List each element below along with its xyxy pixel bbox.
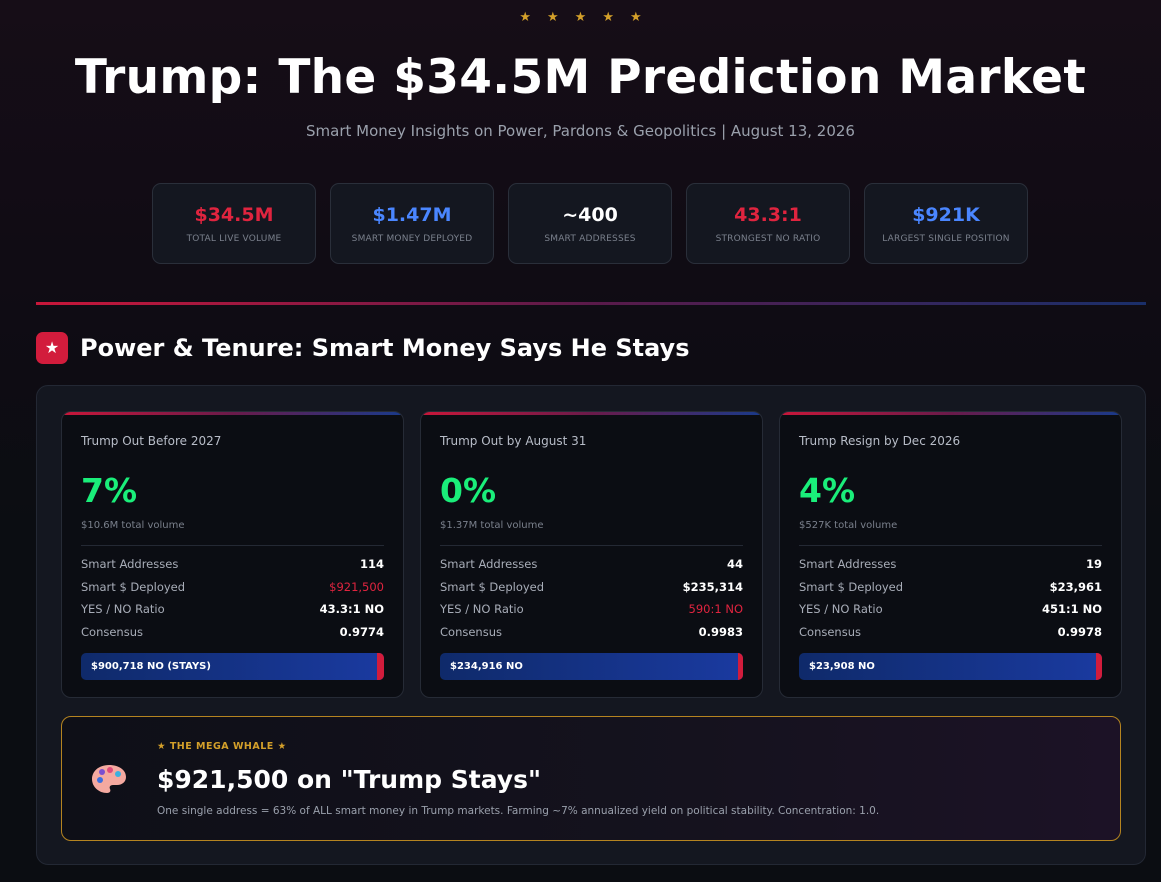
metric-value: $235,314 (682, 579, 743, 594)
metric-key: Smart Addresses (81, 557, 179, 571)
metric-value: $23,961 (1049, 579, 1102, 594)
metric-key: Smart Addresses (440, 557, 538, 571)
stat-card-largest-position: $921K Largest Single Position (864, 183, 1028, 264)
metric-row: Smart $ Deployed $23,961 (799, 580, 1102, 603)
position-bar: $900,718 NO (STAYS) (81, 653, 384, 680)
yes-fill (737, 653, 743, 680)
metric-row: Smart Addresses 44 (440, 557, 743, 580)
star-icon: ★ (36, 332, 68, 364)
metric-key: Smart $ Deployed (81, 579, 186, 594)
metric-value: 590:1 NO (688, 602, 743, 616)
position-bar-label: $900,718 NO (STAYS) (91, 661, 211, 672)
stats-row: $34.5M Total Live Volume $1.47M Smart Mo… (152, 183, 1028, 264)
metric-key: YES / NO Ratio (81, 602, 165, 616)
card-divider (81, 545, 384, 546)
metric-key: YES / NO Ratio (799, 602, 883, 616)
market-card[interactable]: Trump Out by August 31 0% $1.37M total v… (420, 411, 763, 698)
metric-value: 44 (726, 557, 743, 571)
metric-row: Smart Addresses 114 (81, 557, 384, 580)
section-panel: Trump Out Before 2027 7% $10.6M total vo… (36, 385, 1146, 865)
metric-value: 451:1 NO (1041, 602, 1102, 616)
stat-value: ~400 (562, 204, 618, 226)
market-probability: 7% (81, 471, 138, 510)
position-bar: $234,916 NO (440, 653, 743, 680)
market-volume: $1.37M total volume (440, 520, 544, 531)
metric-row: Smart Addresses 19 (799, 557, 1102, 580)
whale-tag: ★ THE MEGA WHALE ★ (157, 741, 287, 752)
market-title: Trump Out Before 2027 (81, 434, 222, 448)
palette-icon (92, 765, 126, 793)
metric-key: Smart $ Deployed (440, 579, 545, 594)
metric-value: 0.9774 (339, 624, 384, 639)
market-volume: $527K total volume (799, 520, 898, 531)
metric-row: Consensus 0.9983 (440, 625, 743, 648)
market-probability: 4% (799, 471, 856, 510)
market-title: Trump Resign by Dec 2026 (799, 434, 961, 448)
star-icon: ★ (602, 10, 614, 25)
stat-value: 43.3:1 (734, 204, 802, 226)
card-divider (440, 545, 743, 546)
metric-row: Consensus 0.9774 (81, 625, 384, 648)
market-card[interactable]: Trump Out Before 2027 7% $10.6M total vo… (61, 411, 404, 698)
metric-key: Consensus (440, 624, 502, 639)
stat-label: Strongest NO Ratio (715, 234, 821, 244)
metric-value: 0.9983 (698, 624, 743, 639)
metric-key: Consensus (81, 624, 143, 639)
stat-value: $1.47M (372, 204, 452, 226)
market-cards: Trump Out Before 2027 7% $10.6M total vo… (61, 411, 1122, 698)
stat-value: $34.5M (194, 204, 274, 226)
metric-row: YES / NO Ratio 43.3:1 NO (81, 602, 384, 625)
stat-value: $921K (912, 204, 980, 226)
star-icon: ★ (519, 10, 532, 25)
metric-value: $921,500 (329, 579, 384, 594)
star-icon: ★ (629, 10, 642, 25)
stat-card-smart-money: $1.47M Smart Money Deployed (330, 183, 494, 264)
position-bar: $23,908 NO (799, 653, 1102, 680)
stat-label: Largest Single Position (882, 234, 1010, 244)
metric-key: YES / NO Ratio (440, 602, 524, 616)
metric-key: Smart Addresses (799, 557, 897, 571)
card-divider (799, 545, 1102, 546)
market-card[interactable]: Trump Resign by Dec 2026 4% $527K total … (779, 411, 1122, 698)
page-title: Trump: The $34.5M Prediction Market (74, 50, 1087, 105)
star-icon: ★ (547, 10, 559, 25)
section-divider (36, 302, 1146, 305)
stat-card-total-volume: $34.5M Total Live Volume (152, 183, 316, 264)
stat-card-smart-addresses: ~400 Smart Addresses (508, 183, 672, 264)
stat-label: Smart Addresses (544, 234, 636, 244)
whale-description: One single address = 63% of ALL smart mo… (157, 805, 880, 817)
market-volume: $10.6M total volume (81, 520, 185, 531)
stat-label: Total Live Volume (186, 234, 282, 244)
whale-headline: $921,500 on "Trump Stays" (157, 765, 542, 794)
metric-key: Smart $ Deployed (799, 579, 904, 594)
metric-value: 0.9978 (1057, 624, 1102, 639)
stat-card-no-ratio: 43.3:1 Strongest NO Ratio (686, 183, 850, 264)
metric-row: Smart $ Deployed $921,500 (81, 580, 384, 603)
metric-value: 19 (1085, 557, 1102, 571)
metric-key: Consensus (799, 624, 861, 639)
page-subtitle: Smart Money Insights on Power, Pardons &… (306, 122, 855, 140)
mega-whale-callout: ★ THE MEGA WHALE ★ $921,500 on "Trump St… (61, 716, 1121, 841)
header-stars: ★ ★ ★ ★ ★ (0, 10, 1161, 25)
market-probability: 0% (440, 471, 497, 510)
star-icon: ★ (574, 10, 587, 25)
stat-label: Smart Money Deployed (351, 234, 473, 244)
yes-fill (377, 653, 384, 680)
yes-fill (1095, 653, 1102, 680)
metric-value: 43.3:1 NO (319, 602, 384, 616)
metric-row: YES / NO Ratio 590:1 NO (440, 602, 743, 625)
metric-row: Consensus 0.9978 (799, 625, 1102, 648)
position-bar-label: $234,916 NO (450, 661, 523, 672)
market-title: Trump Out by August 31 (440, 434, 587, 448)
section-header: ★ Power & Tenure: Smart Money Says He St… (36, 332, 689, 364)
metric-row: YES / NO Ratio 451:1 NO (799, 602, 1102, 625)
metric-row: Smart $ Deployed $235,314 (440, 580, 743, 603)
position-bar-label: $23,908 NO (809, 661, 875, 672)
metric-value: 114 (359, 557, 384, 571)
section-title: Power & Tenure: Smart Money Says He Stay… (80, 334, 690, 362)
